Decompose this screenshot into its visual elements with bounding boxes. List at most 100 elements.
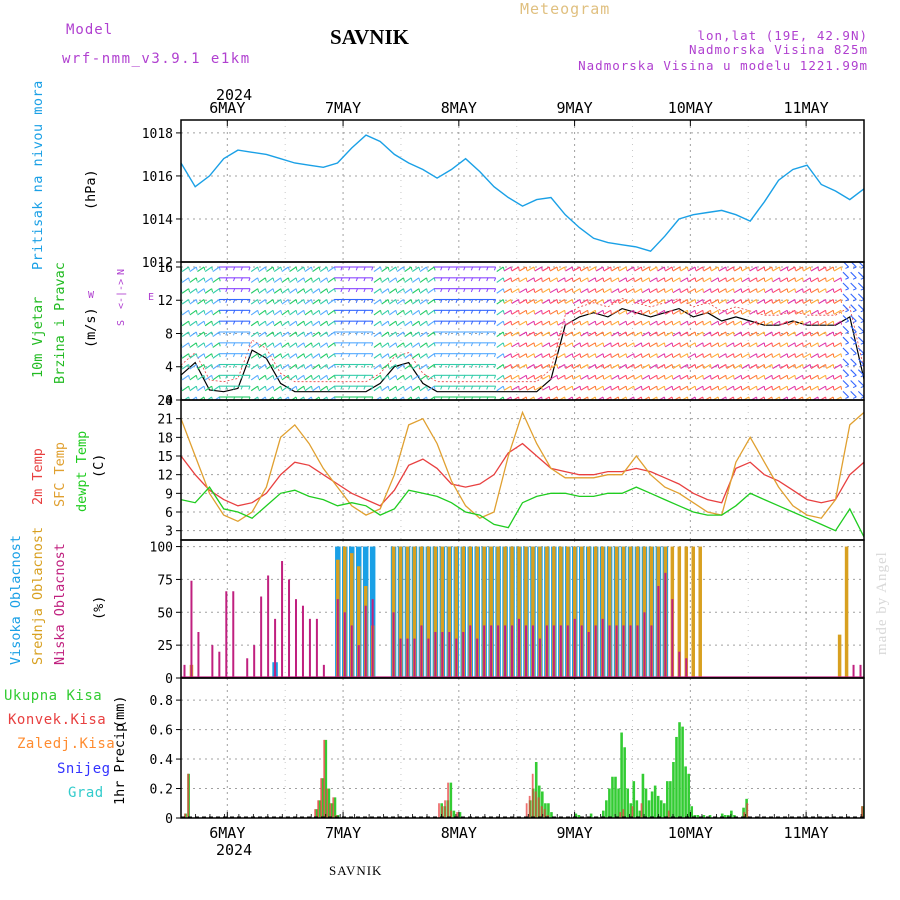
wind-barb [204,309,213,316]
wind-barb [534,374,542,380]
cloud-mid-bar [482,546,486,678]
wind-barb-flag [211,353,214,358]
wind-barb-flag [694,353,697,358]
wind-barb [419,299,427,305]
cloud-low-bar [399,638,402,678]
wind-barb-flag [564,277,566,282]
wind-barb [795,288,803,294]
wind-barb-flag [433,353,436,358]
wind-barb [695,353,704,359]
wind-barb-flag [571,277,574,282]
wind-barb-flag [617,321,620,325]
wind-barb-flag [248,310,251,314]
wind-barb-flag [845,342,849,345]
wind-barb [611,309,619,315]
wind-barb-flag [257,299,260,304]
wind-barb [373,364,381,370]
wind-barb [181,309,189,316]
wind-barb [618,342,627,348]
wind-barb [396,299,404,305]
wind-barb-flag [687,321,689,325]
wind-barb-flag [211,299,214,304]
wind-barb-flag [786,364,789,369]
wind-barb [266,266,274,273]
wind-barb [741,364,750,369]
wind-barb-flag [717,266,720,271]
cloud-mid-bar [531,546,535,678]
elevation-text: Nadmorska Visina 825m [689,42,868,57]
wind-barb-flag [845,288,849,291]
wind-barb-flag [825,277,827,282]
wind-barb [718,309,727,315]
wind-barb-flag [617,299,620,304]
wind-barb-flag [533,386,536,390]
wind-barb [304,309,312,316]
wind-barb-flag [380,310,382,314]
wind-barb-flag [426,331,428,336]
cloud-mid-bar [454,546,459,678]
wind-barb-flag [518,321,520,325]
wind-barb-flag [272,288,275,293]
wind-barb-flag [188,310,190,314]
wind-barb-flag [318,321,321,325]
wind-barb-flag [663,342,666,347]
wind-barb-flag [587,277,589,282]
wind-barb [273,374,282,381]
wind-barb [572,277,581,283]
wind-barb [542,353,550,359]
wind-barb [389,309,397,316]
wind-barb [826,266,834,272]
wind-barb-flag [594,342,597,347]
precip-total-bar [605,800,608,818]
wind-barb-flag [579,375,582,379]
wind-barb-flag [195,288,198,293]
wind-barb [780,364,788,369]
wind-barb-flag [571,310,574,314]
wind-barb-flag [426,321,428,325]
wind-barb [519,385,527,391]
precip-conv-bar [640,803,643,818]
wind-barb [850,271,857,279]
wind-barb [810,266,819,272]
wind-barb-flag [640,288,643,293]
precip-total-bar [708,815,712,818]
cloud-mid-bar [586,546,591,678]
wind-barb [212,364,220,370]
wind-barb-flag [195,310,198,314]
cloud-low-bar [253,645,256,678]
wind-barb-flag [825,321,827,325]
wind-barb-flag [852,277,857,280]
wind-barb-flag [786,331,789,336]
wind-barb [634,353,642,359]
wind-barb [680,331,688,337]
wind-barb-flag [556,353,559,358]
wind-barb [710,320,719,326]
wind-barb-flag [663,288,666,293]
wind-barb [626,364,635,369]
wind-barb-flag [571,342,574,347]
wind-barb-flag [272,299,275,304]
temp-sfc-line [180,410,865,523]
wind-barb [726,299,734,304]
wind-barb-flag [518,364,520,369]
wind-barb [833,288,842,294]
wind-barb [250,299,259,305]
wind-barb [657,374,665,380]
wind-barb [549,374,558,380]
wind-barb-flag [617,364,620,369]
wind-barb [296,385,305,392]
wind-barb-flag [556,386,559,390]
wind-barb-flag [211,321,214,325]
wind-barb [250,277,259,283]
precip-conv-bar [537,797,540,818]
wind-barb [672,299,681,304]
wind-barb-flag [333,331,336,336]
wind-barb-flag [717,321,720,325]
wind-barb [542,331,550,337]
wind-barb [557,374,565,380]
wind-barb [289,277,297,283]
wind-barb [396,331,404,338]
precip-conv-bar [323,739,326,818]
wind-barb-flag [371,310,374,314]
precip-total-bar [330,803,334,818]
